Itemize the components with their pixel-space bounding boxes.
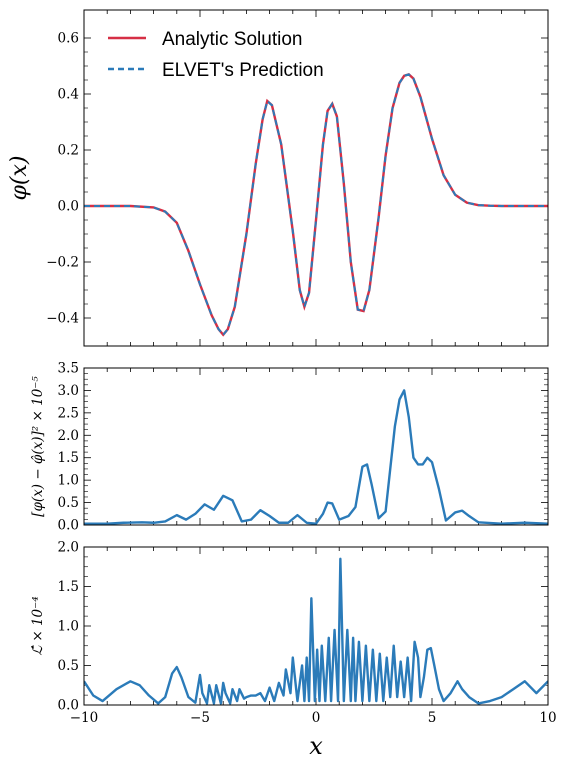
error-line — [84, 557, 548, 705]
y-axis-label: [φ(x) − φ̂(x)]² × 10⁻⁵ — [30, 376, 46, 517]
y-tick-label: 0.2 — [58, 143, 79, 159]
axes-frame — [83, 367, 549, 526]
y-tick-label: 3.0 — [58, 383, 79, 399]
x-axis-label: x — [309, 732, 323, 760]
y-tick-label: 2.5 — [58, 405, 79, 421]
x-tick-label: −5 — [190, 710, 210, 726]
y-tick-label: 0.0 — [58, 199, 79, 215]
axes-frame — [83, 546, 549, 706]
legend-label: Analytic Solution — [162, 29, 302, 50]
y-tick-label: 0.0 — [58, 698, 79, 714]
x-tick-label: −10 — [70, 710, 99, 726]
legend-label: ELVET's Prediction — [162, 60, 324, 81]
x-tick-label: 0 — [312, 710, 321, 726]
y-tick-label: −0.4 — [46, 311, 79, 327]
y-tick-label: 0.4 — [58, 87, 79, 103]
y-tick-label: 1.5 — [58, 579, 79, 595]
y-tick-label: 0.6 — [58, 31, 79, 47]
y-tick-label: 1.5 — [58, 450, 79, 466]
prediction-line — [84, 73, 548, 337]
y-tick-label: 2.0 — [58, 428, 79, 444]
y-tick-label: 0.5 — [58, 495, 79, 511]
y-tick-label: 3.5 — [58, 361, 79, 377]
y-tick-label: 0.0 — [58, 518, 79, 534]
y-tick-label: 1.0 — [58, 473, 79, 489]
panel-2: 0.0 0.5 1.0 1.5 2.0 2.5 3.0 3.5 [φ(x) − φ̂(x)]² … — [30, 361, 549, 534]
x-tick-label: 10 — [539, 710, 556, 726]
y-axis-label: φ(x) — [7, 156, 32, 201]
axes-frame — [83, 9, 549, 347]
error-line — [84, 389, 548, 525]
legend: Analytic Solution ELVET's Prediction — [108, 29, 324, 81]
y-tick-label: 0.5 — [58, 658, 79, 674]
y-tick-label: 1.0 — [58, 619, 79, 635]
panel-3: 0.0 0.5 1.0 1.5 2.0 ℒ̂ × 10⁻⁴ −10 −5 0 5 10 x — [30, 540, 557, 761]
x-tick-label: 5 — [428, 710, 437, 726]
y-tick-label: 2.0 — [58, 540, 79, 556]
panel-1: −0.4 −0.2 0.0 0.2 0.4 0.6 φ(x) Analytic Solutio… — [7, 9, 549, 347]
y-tick-label: −0.2 — [46, 255, 79, 271]
y-axis-label: ℒ̂ × 10⁻⁴ — [30, 596, 46, 655]
